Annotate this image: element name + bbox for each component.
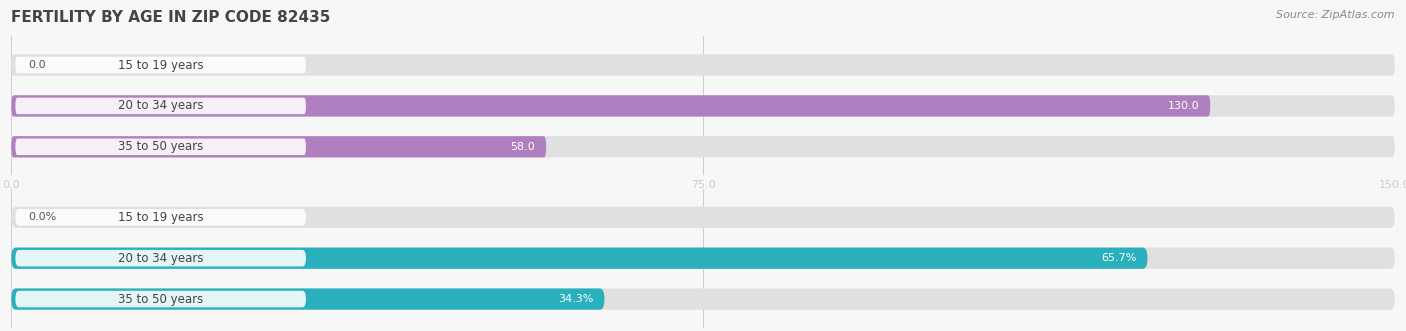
- FancyBboxPatch shape: [11, 248, 1147, 269]
- Text: 15 to 19 years: 15 to 19 years: [118, 59, 204, 71]
- Text: 0.0%: 0.0%: [28, 212, 56, 222]
- FancyBboxPatch shape: [15, 250, 307, 266]
- Text: 35 to 50 years: 35 to 50 years: [118, 140, 204, 153]
- Text: 34.3%: 34.3%: [558, 294, 593, 304]
- FancyBboxPatch shape: [15, 209, 307, 226]
- FancyBboxPatch shape: [11, 288, 605, 310]
- Text: 130.0: 130.0: [1167, 101, 1199, 111]
- Text: 58.0: 58.0: [510, 142, 536, 152]
- Text: 20 to 34 years: 20 to 34 years: [118, 99, 204, 113]
- Text: 65.7%: 65.7%: [1101, 253, 1136, 263]
- Text: 35 to 50 years: 35 to 50 years: [118, 293, 204, 306]
- FancyBboxPatch shape: [15, 57, 307, 73]
- Text: 15 to 19 years: 15 to 19 years: [118, 211, 204, 224]
- FancyBboxPatch shape: [15, 98, 307, 114]
- FancyBboxPatch shape: [11, 288, 1395, 310]
- Text: Source: ZipAtlas.com: Source: ZipAtlas.com: [1277, 10, 1395, 20]
- FancyBboxPatch shape: [11, 136, 546, 158]
- Text: FERTILITY BY AGE IN ZIP CODE 82435: FERTILITY BY AGE IN ZIP CODE 82435: [11, 10, 330, 25]
- FancyBboxPatch shape: [11, 207, 1395, 228]
- FancyBboxPatch shape: [11, 95, 1395, 117]
- FancyBboxPatch shape: [11, 54, 1395, 76]
- FancyBboxPatch shape: [15, 138, 307, 155]
- FancyBboxPatch shape: [11, 95, 1211, 117]
- Text: 20 to 34 years: 20 to 34 years: [118, 252, 204, 265]
- FancyBboxPatch shape: [11, 136, 1395, 158]
- FancyBboxPatch shape: [15, 291, 307, 307]
- FancyBboxPatch shape: [11, 248, 1395, 269]
- Text: 0.0: 0.0: [28, 60, 45, 70]
